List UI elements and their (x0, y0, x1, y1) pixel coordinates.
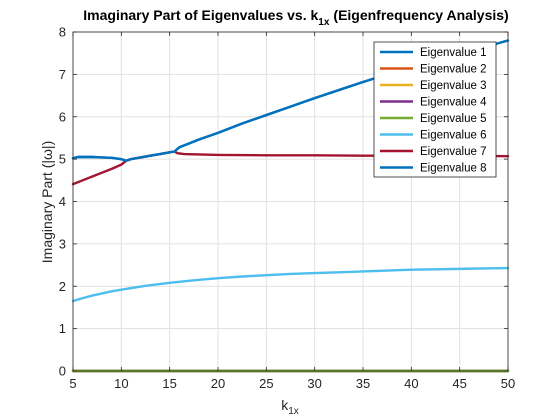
legend-label-eigenvalue-5: Eigenvalue 5 (420, 113, 487, 125)
y-tick-label: 7 (59, 67, 66, 82)
legend-label-eigenvalue-8: Eigenvalue 8 (420, 163, 487, 175)
x-tick-label: 25 (259, 376, 273, 391)
legend-label-eigenvalue-6: Eigenvalue 6 (420, 130, 487, 142)
series-line-eigenvalue-6 (71, 266, 510, 303)
x-tick-label: 40 (404, 376, 418, 391)
x-axis-title: k1x (281, 397, 299, 417)
y-tick-label: 1 (59, 321, 66, 336)
legend-label-eigenvalue-3: Eigenvalue 3 (420, 80, 487, 92)
y-tick-label: 6 (59, 109, 66, 124)
legend-label-eigenvalue-2: Eigenvalue 2 (420, 64, 487, 76)
y-tick-label: 8 (59, 25, 66, 40)
x-tick-label: 15 (162, 376, 176, 391)
x-tick-label: 45 (452, 376, 466, 391)
legend-label-eigenvalue-4: Eigenvalue 4 (420, 97, 487, 109)
y-tick-label: 2 (59, 279, 66, 294)
x-tick-label: 35 (356, 376, 370, 391)
x-tick-label: 30 (307, 376, 321, 391)
legend-label-eigenvalue-1: Eigenvalue 1 (420, 47, 487, 59)
x-tick-label: 10 (114, 376, 128, 391)
chart-title: Imaginary Part of Eigenvalues vs. k1x (Ei… (83, 7, 508, 28)
y-tick-label: 4 (59, 194, 66, 209)
legend-label-eigenvalue-7: Eigenvalue 7 (420, 146, 487, 158)
legend: Eigenvalue 1 Eigenvalue 2 Eigenvalue 3 Eige… (373, 41, 497, 178)
x-tick-label: 5 (69, 376, 76, 391)
x-tick-label: 50 (501, 376, 515, 391)
x-tick-label: 20 (211, 376, 225, 391)
y-tick-label: 5 (59, 152, 66, 167)
y-tick-label: 0 (59, 364, 66, 379)
y-tick-label: 3 (59, 236, 66, 251)
legend-box (373, 41, 497, 178)
y-axis-title: Imaginary Part (|ω|) (39, 141, 55, 263)
